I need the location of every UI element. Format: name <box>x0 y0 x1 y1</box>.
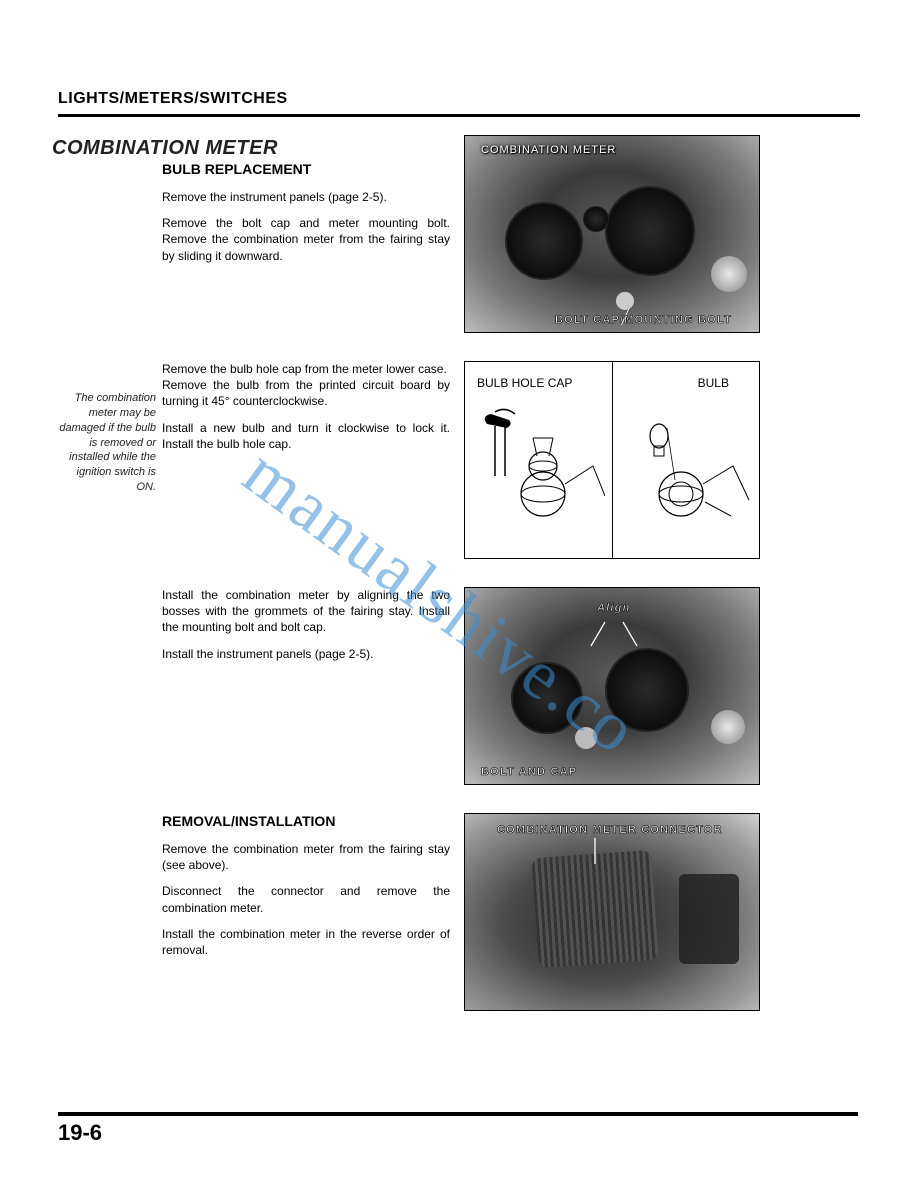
para-4-2: Disconnect the connector and remove the … <box>162 883 450 915</box>
fig3-label-top: Align <box>597 602 631 614</box>
text-col-3: Install the combination meter by alignin… <box>162 587 464 662</box>
lineart-left-icon <box>473 406 605 546</box>
figure-3: Align BOLT AND CAP <box>464 587 760 785</box>
figure-2: BULB HOLE CAP BULB <box>464 361 760 559</box>
fig1-label-top: COMBINATION METER <box>481 144 616 156</box>
page-number: 19-6 <box>58 1120 102 1145</box>
connector-arrow-icon <box>585 838 605 864</box>
sidenote-text: The combination meter may be damaged if … <box>59 392 156 493</box>
fig2-label-right: BULB <box>698 376 729 390</box>
section-2: The combination meter may be damaged if … <box>58 361 860 559</box>
text-col-4: REMOVAL/INSTALLATION Remove the combinat… <box>162 813 464 958</box>
figure-col-2: BULB HOLE CAP BULB <box>464 361 760 559</box>
fig3-label-bottom: BOLT AND CAP <box>481 766 577 778</box>
para-3-1: Install the combination meter by alignin… <box>162 587 450 636</box>
section-4: REMOVAL/INSTALLATION Remove the combinat… <box>58 813 860 1011</box>
fig2-label-left: BULB HOLE CAP <box>477 376 572 390</box>
figure-4: COMBINATION METER CONNECTOR <box>464 813 760 1011</box>
para-2-3: Install a new bulb and turn it clockwise… <box>162 420 450 452</box>
subtitle-bulb-replacement: BULB REPLACEMENT <box>162 161 450 177</box>
para-4-1: Remove the combination meter from the fa… <box>162 841 450 873</box>
sidenote-col-1: COMBINATION METER <box>58 135 162 170</box>
figure-col-1: COMBINATION METER BOLT CAP/MOUNTING BOLT <box>464 135 760 333</box>
fig1-label-bottom: BOLT CAP/MOUNTING BOLT <box>555 314 732 326</box>
figure-col-3: Align BOLT AND CAP <box>464 587 760 785</box>
content-area: COMBINATION METER BULB REPLACEMENT Remov… <box>58 135 860 1011</box>
para-1-1: Remove the instrument panels (page 2-5). <box>162 189 450 205</box>
subtitle-removal: REMOVAL/INSTALLATION <box>162 813 450 829</box>
chapter-header: LIGHTS/METERS/SWITCHES <box>58 90 860 117</box>
figure-1: COMBINATION METER BOLT CAP/MOUNTING BOLT <box>464 135 760 333</box>
lineart-right-icon <box>621 406 753 546</box>
align-arrows-icon <box>585 616 645 656</box>
page-footer: 19-6 <box>58 1112 858 1146</box>
sidenote-col-2: The combination meter may be damaged if … <box>58 361 162 495</box>
para-4-3: Install the combination meter in the rev… <box>162 926 450 958</box>
fig4-label-top: COMBINATION METER CONNECTOR <box>497 824 723 836</box>
text-col-2: Remove the bulb hole cap from the meter … <box>162 361 464 452</box>
page-title: COMBINATION METER <box>52 135 150 162</box>
para-3-2: Install the instrument panels (page 2-5)… <box>162 646 450 662</box>
para-1-2: Remove the bolt cap and meter mounting b… <box>162 215 450 264</box>
para-2-1: Remove the bulb hole cap from the meter … <box>162 361 450 377</box>
figure-col-4: COMBINATION METER CONNECTOR <box>464 813 760 1011</box>
para-2-2: Remove the bulb from the printed circuit… <box>162 377 450 409</box>
section-1: COMBINATION METER BULB REPLACEMENT Remov… <box>58 135 860 333</box>
section-3: Install the combination meter by alignin… <box>58 587 860 785</box>
